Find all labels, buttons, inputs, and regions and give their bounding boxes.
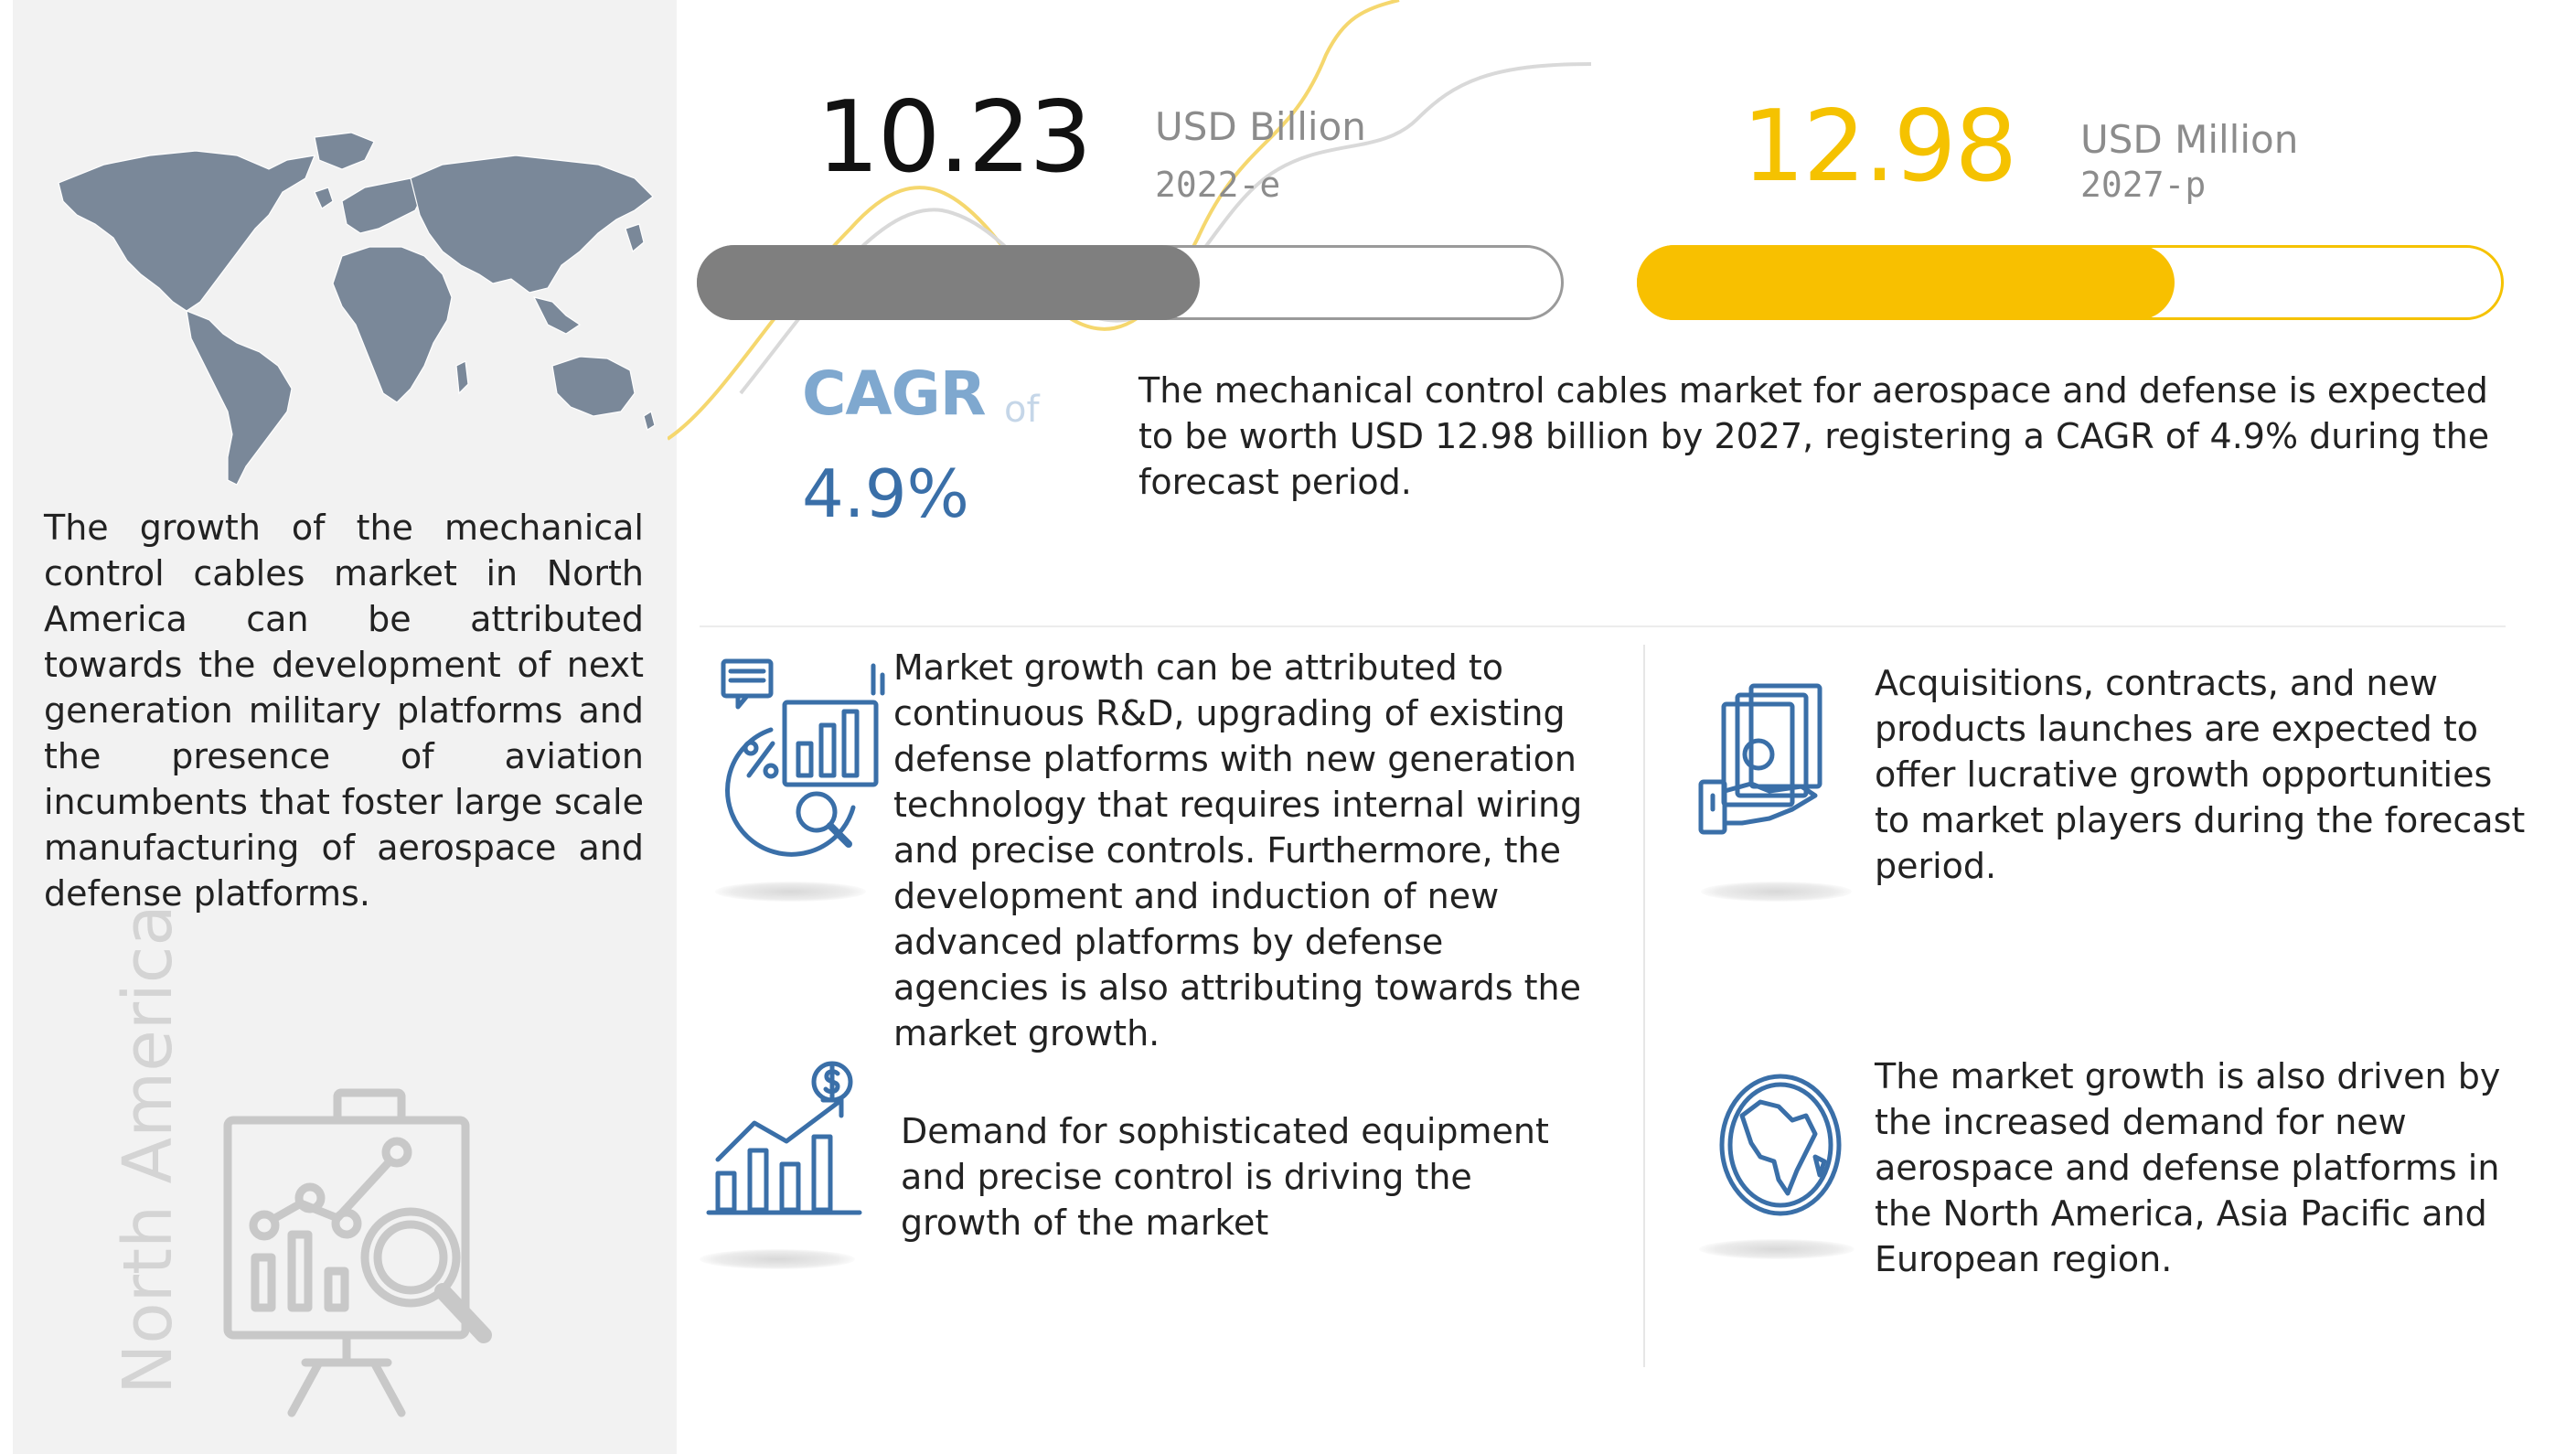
unit-2027: USD Million [2080, 117, 2299, 162]
market-value-2022: 10.23 [817, 80, 1092, 195]
progress-fill-2027 [1637, 245, 2175, 320]
point-acquisitions: Acquisitions, contracts, and new product… [1875, 663, 2526, 886]
year-2027: 2027-p [2080, 165, 2207, 205]
icon-shadow [700, 1249, 855, 1269]
icon-shadow [715, 882, 866, 902]
vertical-divider [1643, 645, 1645, 1367]
point-equipment-demand: Demand for sophisticated equipment and p… [901, 1111, 1549, 1243]
unit-2022: USD Billion [1155, 104, 1366, 149]
market-summary: The mechanical control cables market for… [1138, 370, 2490, 502]
hand-money-icon [1698, 683, 1822, 835]
north-america-description: The growth of the mechanical control cab… [44, 508, 644, 914]
progress-bar-2027 [1637, 245, 2504, 320]
growth-chart-dollar-icon [706, 1061, 862, 1215]
progress-fill-2022 [697, 245, 1200, 320]
cagr-of-label: of [1004, 389, 1040, 431]
icon-shadow [1699, 1239, 1855, 1259]
region-label: North America [109, 904, 187, 1395]
horizontal-divider [700, 625, 2506, 627]
point-regional-demand: The market growth is also driven by the … [1875, 1056, 2501, 1279]
presentation-analytics-icon [223, 1088, 492, 1417]
point-rnd-growth: Market growth can be attributed to conti… [893, 647, 1583, 1053]
cagr-value: 4.9% [802, 455, 969, 532]
analytics-percent-icon [721, 658, 885, 857]
cagr-label: CAGR [802, 358, 987, 429]
left-panel: The growth of the mechanical control cab… [13, 0, 677, 1454]
progress-bar-2022 [697, 245, 1564, 320]
world-map-icon [58, 132, 656, 486]
year-2022: 2022-e [1155, 165, 1281, 205]
icon-shadow [1701, 882, 1852, 902]
globe-icon [1719, 1074, 1842, 1216]
market-value-2027: 12.98 [1742, 90, 2017, 204]
